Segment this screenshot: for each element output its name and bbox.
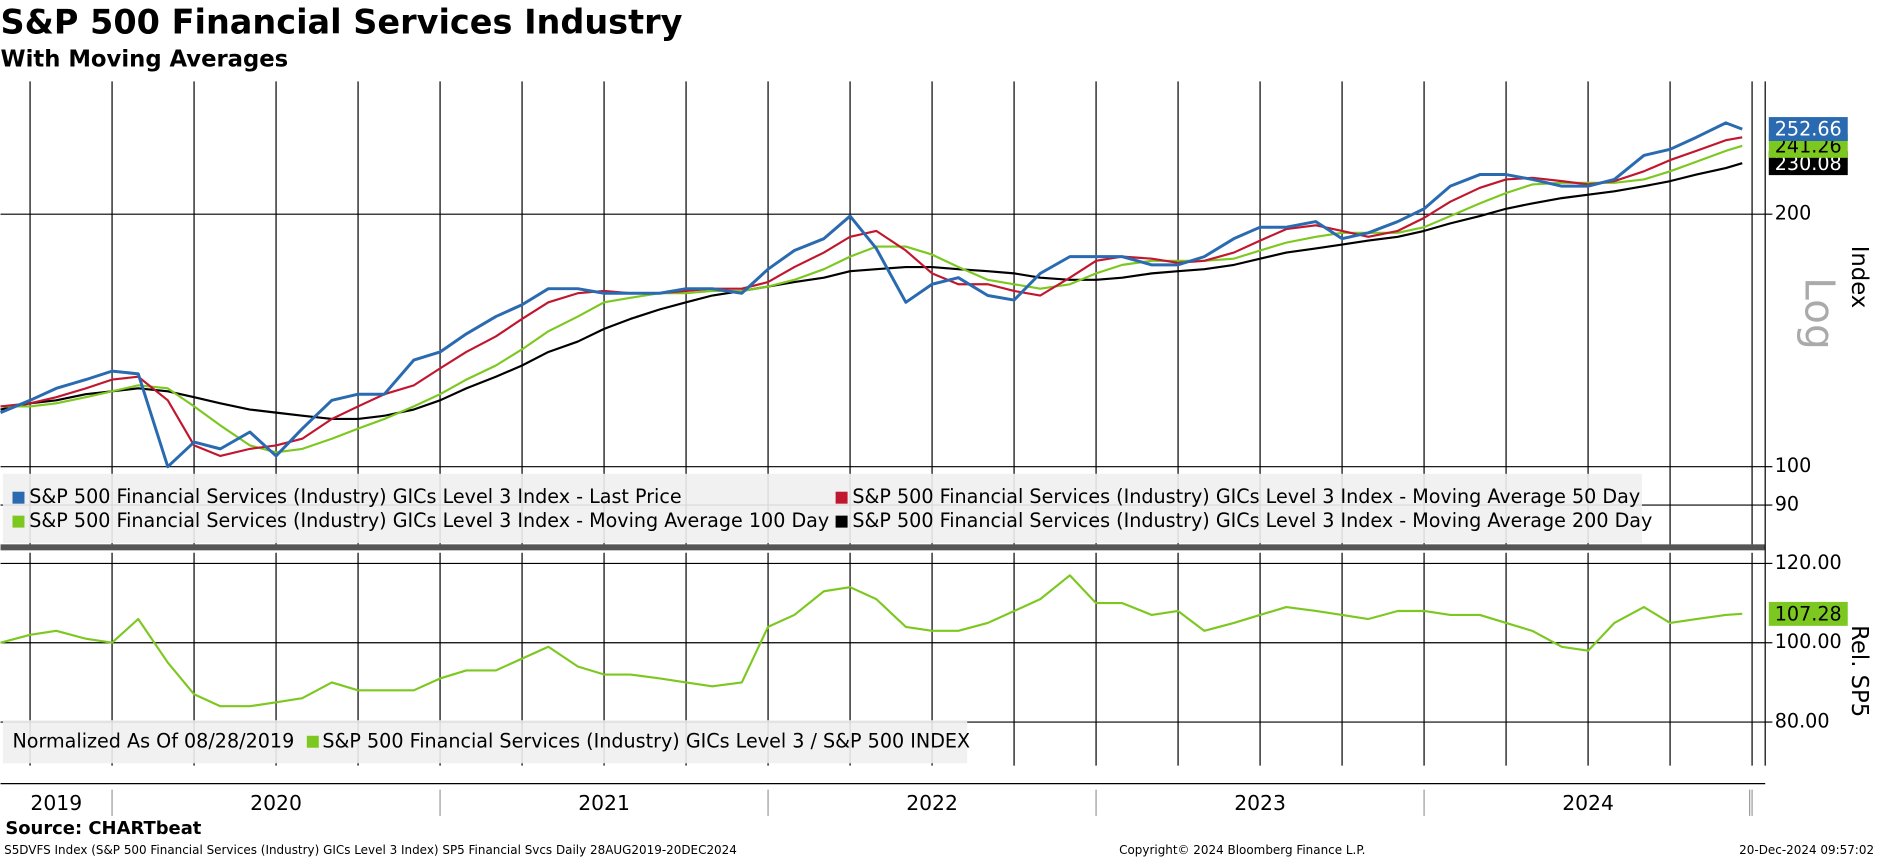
series-line	[0, 574, 1743, 708]
chart-subtitle: With Moving Averages	[1, 46, 289, 72]
panel-separator	[0, 544, 1766, 551]
y-tick-label: 90	[1775, 493, 1799, 516]
legend-box	[2, 473, 1642, 544]
series-line	[0, 121, 1743, 469]
y-tick-label: 80.00	[1775, 710, 1830, 733]
legend-label: S&P 500 Financial Services (Industry) GI…	[852, 485, 1640, 508]
legend-swatch	[306, 735, 319, 748]
last-value-box	[1768, 117, 1848, 142]
legend-label: S&P 500 Financial Services (Industry) GI…	[852, 509, 1652, 532]
legend-label: S&P 500 Financial Services (Industry) GI…	[29, 509, 829, 532]
y-axis-label: Rel. SP5	[1846, 625, 1872, 717]
chart-title: S&P 500 Financial Services Industry	[1, 2, 683, 41]
x-tick-label: 2020	[250, 791, 302, 815]
legend-label: S&P 500 Financial Services (Industry) GI…	[29, 485, 681, 508]
legend-swatch	[835, 515, 848, 528]
legend-label: S&P 500 Financial Services (Industry) GI…	[322, 729, 970, 752]
x-tick-label: 2023	[1234, 791, 1286, 815]
copyright: Copyright© 2024 Bloomberg Finance L.P.	[1119, 843, 1365, 857]
x-tick-label: 2021	[578, 791, 630, 815]
footer-left: S5DVFS Index (S&P 500 Financial Services…	[4, 843, 737, 857]
y-tick-label: 120.00	[1775, 551, 1842, 574]
legend-swatch	[12, 491, 25, 504]
source: Source: CHARTbeat	[5, 818, 201, 839]
x-tick-label: 2019	[30, 791, 82, 815]
y-tick-label: 100	[1775, 454, 1812, 477]
series-line	[0, 162, 1743, 421]
y-axis-label: Index	[1846, 246, 1872, 309]
y-tick-label: 200	[1775, 202, 1812, 225]
legend-box	[2, 720, 968, 764]
timestamp: 20-Dec-2024 09:57:02	[1739, 843, 1874, 857]
y-tick-label: 100.00	[1775, 630, 1842, 653]
last-value-label: 252.66	[1775, 118, 1842, 141]
legend-note: Normalized As Of 08/28/2019	[13, 729, 295, 752]
scale-label: Log	[1796, 277, 1844, 350]
series-line	[0, 136, 1743, 458]
last-value-label: 107.28	[1775, 603, 1842, 626]
x-tick-label: 2024	[1562, 791, 1614, 815]
legend-swatch	[835, 491, 848, 504]
x-tick-label: 2022	[906, 791, 958, 815]
legend-swatch	[12, 515, 25, 528]
last-value-box	[1768, 601, 1848, 626]
